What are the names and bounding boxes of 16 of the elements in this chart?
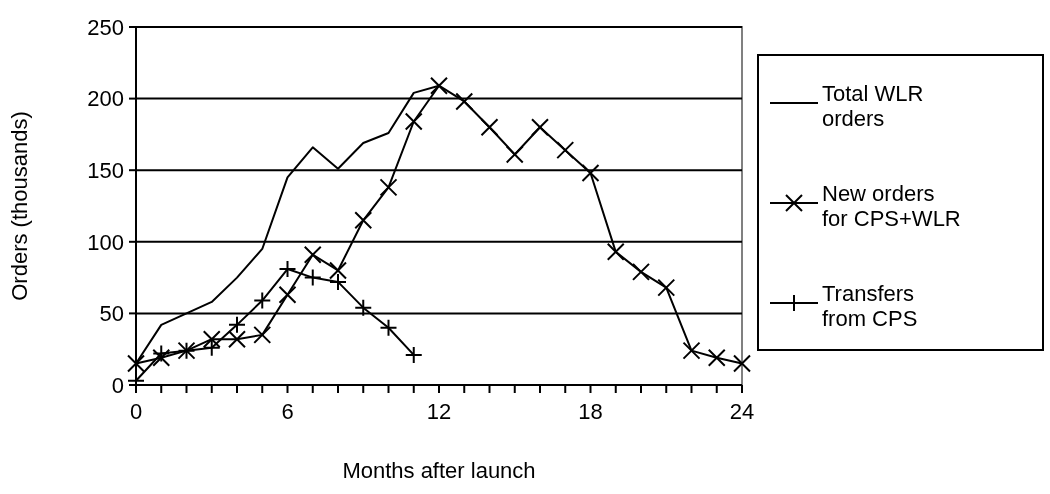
legend-label: Transfers from CPS <box>822 281 918 332</box>
y-tick-label: 100 <box>87 229 124 255</box>
x-tick-label: 0 <box>129 399 143 424</box>
legend-label: Total WLR orders <box>822 81 924 132</box>
x-axis-title: Months after launch <box>342 458 536 483</box>
x-tick-label: 18 <box>578 399 603 424</box>
y-tick-label: 200 <box>87 86 124 112</box>
y-axis-title: Orders (thousands) <box>7 111 32 301</box>
x-tick-label: 12 <box>426 399 452 424</box>
x-tick-label: 6 <box>281 399 294 424</box>
y-tick-label: 50 <box>99 301 124 327</box>
y-tick-label: 150 <box>87 157 124 183</box>
legend-label: New orders for CPS+WLR <box>822 181 961 232</box>
x-tick-label: 24 <box>729 399 755 424</box>
y-tick-label: 0 <box>111 372 124 398</box>
y-tick-label: 250 <box>87 14 124 40</box>
